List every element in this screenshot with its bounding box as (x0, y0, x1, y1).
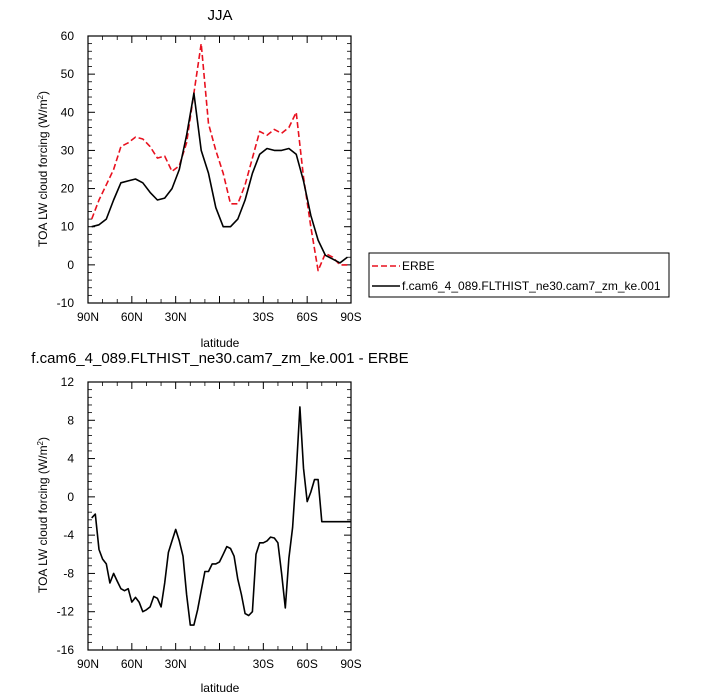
x-tick-label: 30S (253, 657, 274, 671)
legend: ERBE f.cam6_4_089.FLTHIST_ne30.cam7_zm_k… (368, 252, 670, 298)
bottom-chart-title: f.cam6_4_089.FLTHIST_ne30.cam7_zm_ke.001… (31, 350, 408, 367)
x-tick-label: 90N (77, 310, 99, 324)
y-tick-label: 4 (67, 452, 74, 466)
y-tick-label: 50 (61, 67, 75, 81)
top-y-axis-label: TOA LW cloud forcing (W/m2) (36, 91, 50, 247)
x-tick-label: 30N (165, 657, 187, 671)
bottom-y-axis-label-sup: 2 (36, 440, 45, 445)
y-tick-label: 20 (61, 182, 75, 196)
x-tick-label: 60S (296, 310, 317, 324)
y-tick-label: -10 (57, 296, 75, 310)
x-tick-label: 90S (340, 310, 361, 324)
bottom-panel: f.cam6_4_089.FLTHIST_ne30.cam7_zm_ke.001… (31, 350, 408, 695)
x-tick-label: 30N (165, 310, 187, 324)
y-tick-label: 30 (61, 143, 75, 157)
bottom-y-axis-label: TOA LW cloud forcing (W/m2) (36, 437, 50, 593)
bottom-y-axis-label-tail: ) (36, 437, 50, 441)
x-tick-label: 30S (253, 310, 274, 324)
series-line-erbe (90, 42, 348, 272)
top-chart-title: JJA (207, 7, 232, 24)
top-y-axis-label-sup: 2 (36, 94, 45, 99)
y-tick-label: 8 (67, 413, 74, 427)
y-tick-label: 0 (67, 258, 74, 272)
legend-label-model: f.cam6_4_089.FLTHIST_ne30.cam7_zm_ke.001 (402, 279, 661, 293)
top-series (90, 42, 348, 272)
top-y-axis-label-main: TOA LW cloud forcing (W/m (36, 99, 50, 247)
series-line-f-cam6-4-089-flthist-ne30-cam7-zm-ke-001 (91, 92, 348, 264)
x-tick-label: 90N (77, 657, 99, 671)
legend-label-erbe: ERBE (402, 259, 435, 273)
y-tick-label: -16 (57, 643, 75, 657)
bottom-ticks: 90N 60N 30N 30S 60S 90S -16 -12 -8 -4 0 4 8 12 (57, 375, 362, 671)
y-tick-label: 10 (61, 220, 75, 234)
legend-box (368, 252, 670, 298)
y-tick-label: -8 (63, 566, 74, 580)
bottom-axes (87, 381, 352, 651)
x-tick-label: 90S (340, 657, 361, 671)
y-tick-label: -12 (57, 605, 75, 619)
x-tick-label: 60N (121, 310, 143, 324)
series-line-panel1-0 (91, 406, 351, 626)
x-tick-label: 60N (121, 657, 143, 671)
top-y-axis-label-tail: ) (36, 91, 50, 95)
y-tick-label: 40 (61, 105, 75, 119)
y-tick-label: 12 (61, 375, 75, 389)
bottom-x-axis-label: latitude (201, 681, 240, 695)
top-panel: JJA latitude TOA LW cloud forcing (W/m2)… (36, 7, 362, 350)
y-tick-label: 60 (61, 29, 75, 43)
x-tick-label: 60S (296, 657, 317, 671)
top-x-axis-label: latitude (201, 336, 240, 350)
bottom-series (91, 406, 351, 626)
plot-frame (87, 381, 352, 651)
top-ticks: 90N 60N 30N 30S 60S 90S -10 0 10 20 30 40 50 60 (57, 29, 362, 324)
top-axes (87, 35, 352, 304)
y-tick-label: -4 (63, 528, 74, 542)
y-tick-label: 0 (67, 490, 74, 504)
bottom-y-axis-label-main: TOA LW cloud forcing (W/m (36, 445, 50, 593)
plot-frame (87, 35, 352, 304)
